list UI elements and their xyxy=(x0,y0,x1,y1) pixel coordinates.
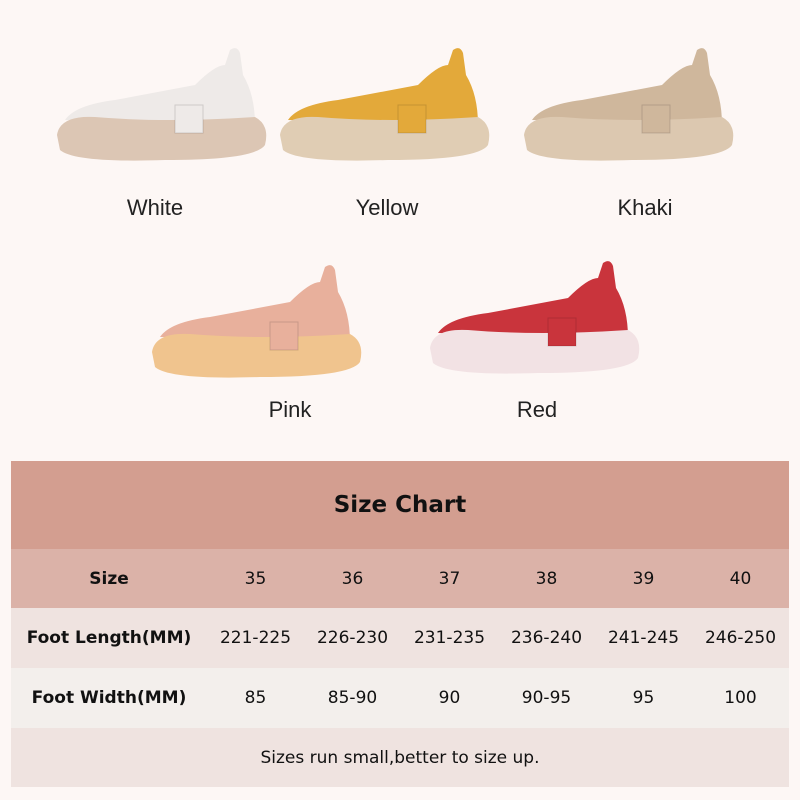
color-label: Khaki xyxy=(617,195,673,220)
foot-width-cell: 95 xyxy=(595,668,692,728)
foot-length-cell: 231-235 xyxy=(401,608,498,668)
foot-length-cell: 236-240 xyxy=(498,608,595,668)
foot-length-cell: 241-245 xyxy=(595,608,692,668)
foot-width-cell: 100 xyxy=(692,668,789,728)
color-label: Red xyxy=(516,397,558,422)
foot-length-cell: 246-250 xyxy=(692,608,789,668)
color-label: Pink xyxy=(268,397,312,422)
size-cell: 37 xyxy=(401,549,498,608)
foot-length-cell: 226-230 xyxy=(304,608,401,668)
foot-length-cell: 221-225 xyxy=(207,608,304,668)
size-cell: 40 xyxy=(692,549,789,608)
foot-width-header: Foot Width(MM) xyxy=(11,668,207,728)
color-label: White xyxy=(126,195,184,220)
size-note: Sizes run small,better to size up. xyxy=(11,728,789,787)
foot-width-cell: 85 xyxy=(207,668,304,728)
shoe-image-yellow xyxy=(278,45,503,175)
shoe-image-pink xyxy=(150,262,375,392)
shoe-image-red xyxy=(428,258,653,388)
size-cell: 36 xyxy=(304,549,401,608)
color-label: Yellow xyxy=(355,195,419,220)
size-cell: 38 xyxy=(498,549,595,608)
size-chart-table: Size Chart Size 35 36 37 38 39 40 Foot Length(… xyxy=(11,461,789,787)
foot-width-cell: 90-95 xyxy=(498,668,595,728)
foot-width-cell: 85-90 xyxy=(304,668,401,728)
size-cell: 35 xyxy=(207,549,304,608)
shoe-image-white xyxy=(55,45,280,175)
shoe-image-khaki xyxy=(522,45,747,175)
foot-length-header: Foot Length(MM) xyxy=(11,608,207,668)
size-cell: 39 xyxy=(595,549,692,608)
foot-width-cell: 90 xyxy=(401,668,498,728)
size-chart-title: Size Chart xyxy=(11,461,789,549)
size-header: Size xyxy=(11,549,207,608)
